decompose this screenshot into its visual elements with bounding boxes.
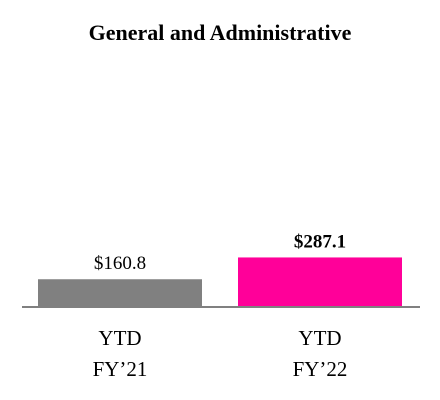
category-label-1-line1: YTD [98, 326, 141, 350]
labels-layer: $160.8 YTD FY’21 $287.1 YTD FY’22 [93, 231, 348, 381]
category-label-1-line2: FY’21 [93, 357, 148, 381]
bar-1 [38, 279, 202, 307]
category-label-2-line1: YTD [298, 326, 341, 350]
bars-layer [38, 257, 402, 307]
category-label-2-line2: FY’22 [293, 357, 348, 381]
data-label-1: $160.8 [94, 253, 146, 274]
chart-title: General and Administrative [89, 20, 352, 45]
bar-2 [238, 257, 402, 307]
data-label-2: $287.1 [294, 231, 346, 252]
